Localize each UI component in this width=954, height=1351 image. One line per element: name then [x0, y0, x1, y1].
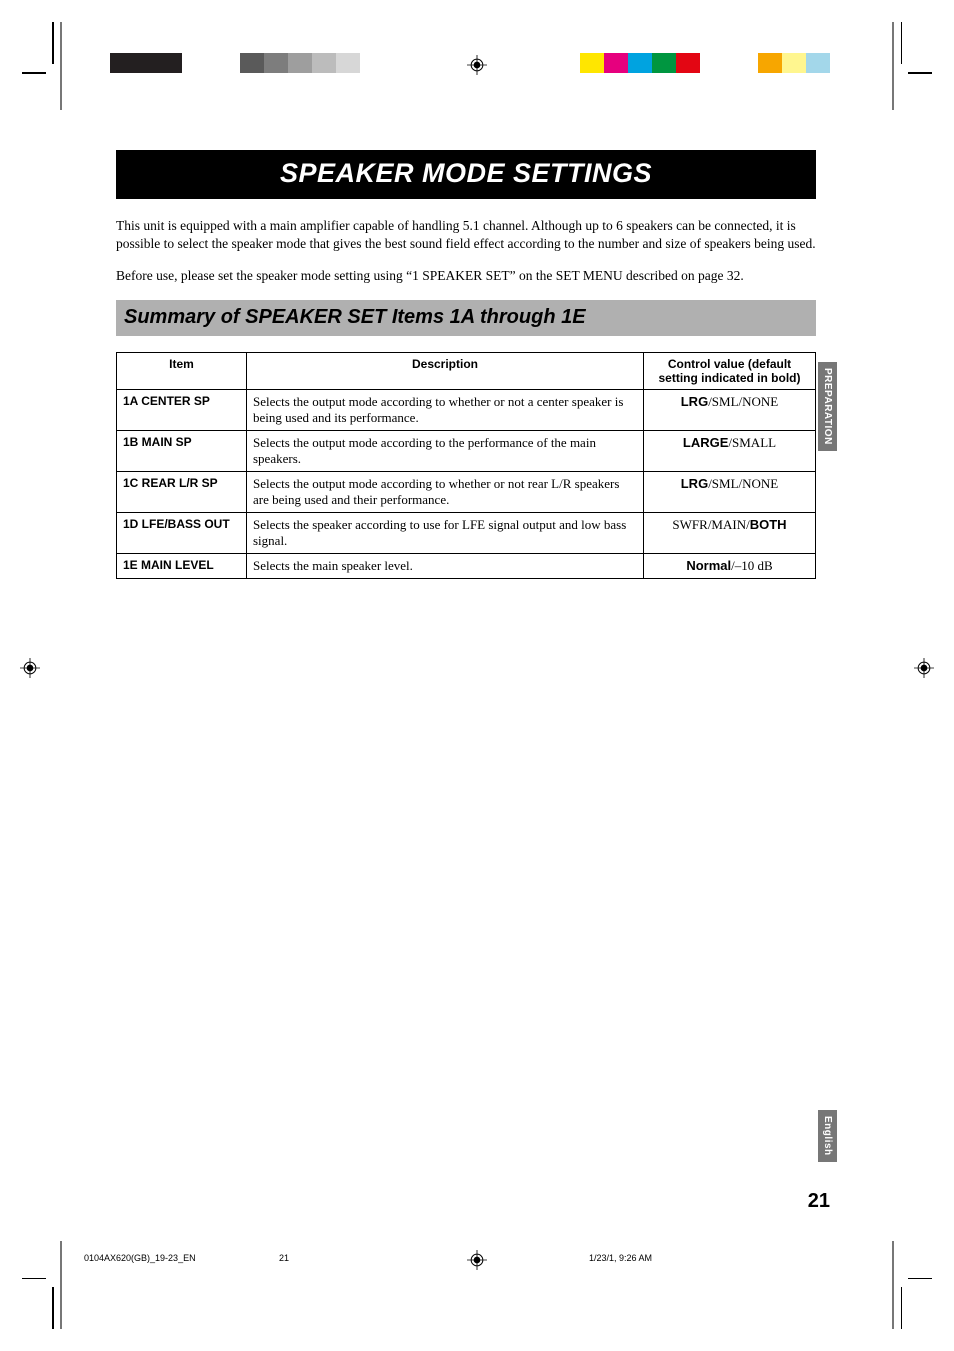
cell-desc: Selects the main speaker level. [247, 553, 644, 578]
swatch [652, 53, 676, 73]
col-head-item: Item [117, 352, 247, 389]
cell-item: 1E MAIN LEVEL [117, 553, 247, 578]
registration-mark-top [467, 55, 487, 75]
cell-value: LRG/SML/NONE [644, 389, 816, 430]
intro-paragraph-1: This unit is equipped with a main amplif… [116, 217, 816, 253]
cell-value: LARGE/SMALL [644, 430, 816, 471]
colorbar-left [110, 53, 360, 73]
registration-mark-right [914, 658, 934, 678]
page-title: SPEAKER MODE SETTINGS [116, 150, 816, 199]
intro-paragraph-2: Before use, please set the speaker mode … [116, 267, 816, 285]
cell-desc: Selects the output mode according to the… [247, 430, 644, 471]
swatch [604, 53, 628, 73]
side-tab-language: English [818, 1110, 837, 1162]
swatch [264, 53, 288, 73]
cell-value: SWFR/MAIN/BOTH [644, 512, 816, 553]
table-header-row: Item Description Control value (default … [117, 352, 816, 389]
cell-item: 1A CENTER SP [117, 389, 247, 430]
swatch [288, 53, 312, 73]
footer-page: 21 [279, 1253, 289, 1263]
swatch [676, 53, 700, 73]
swatch [110, 53, 134, 73]
cell-desc: Selects the output mode according to whe… [247, 389, 644, 430]
crop-br [892, 1269, 932, 1329]
speaker-set-table: Item Description Control value (default … [116, 352, 816, 579]
intro-block: This unit is equipped with a main amplif… [116, 217, 816, 286]
crop-bl [22, 1269, 62, 1329]
table-row: 1D LFE/BASS OUT Selects the speaker acco… [117, 512, 816, 553]
swatch [158, 53, 182, 73]
registration-mark-left [20, 658, 40, 678]
registration-mark-bottom [467, 1250, 487, 1270]
table-row: 1E MAIN LEVEL Selects the main speaker l… [117, 553, 816, 578]
swatch [758, 53, 782, 73]
page-content: SPEAKER MODE SETTINGS This unit is equip… [116, 150, 816, 579]
col-head-desc: Description [247, 352, 644, 389]
page-number: 21 [808, 1190, 830, 1213]
swatch-gap [182, 53, 240, 73]
cell-item: 1D LFE/BASS OUT [117, 512, 247, 553]
col-head-val: Control value (default setting indicated… [644, 352, 816, 389]
swatch [134, 53, 158, 73]
crop-tr [892, 22, 932, 82]
colorbar-right [580, 53, 830, 73]
table-row: 1C REAR L/R SP Selects the output mode a… [117, 471, 816, 512]
swatch [312, 53, 336, 73]
swatch [628, 53, 652, 73]
cell-item: 1B MAIN SP [117, 430, 247, 471]
swatch [806, 53, 830, 73]
table-row: 1B MAIN SP Selects the output mode accor… [117, 430, 816, 471]
swatch [240, 53, 264, 73]
table-row: 1A CENTER SP Selects the output mode acc… [117, 389, 816, 430]
swatch [782, 53, 806, 73]
swatch-gap [700, 53, 758, 73]
footer-filename: 0104AX620(GB)_19-23_EN [84, 1253, 196, 1263]
cell-item: 1C REAR L/R SP [117, 471, 247, 512]
section-subheading: Summary of SPEAKER SET Items 1A through … [116, 300, 816, 336]
swatch [336, 53, 360, 73]
cell-desc: Selects the speaker according to use for… [247, 512, 644, 553]
crop-tl [22, 22, 62, 82]
swatch [580, 53, 604, 73]
side-tab-preparation: PREPARATION [818, 362, 837, 451]
cell-value: LRG/SML/NONE [644, 471, 816, 512]
cell-desc: Selects the output mode according to whe… [247, 471, 644, 512]
footer-datetime: 1/23/1, 9:26 AM [589, 1253, 652, 1263]
cell-value: Normal/–10 dB [644, 553, 816, 578]
